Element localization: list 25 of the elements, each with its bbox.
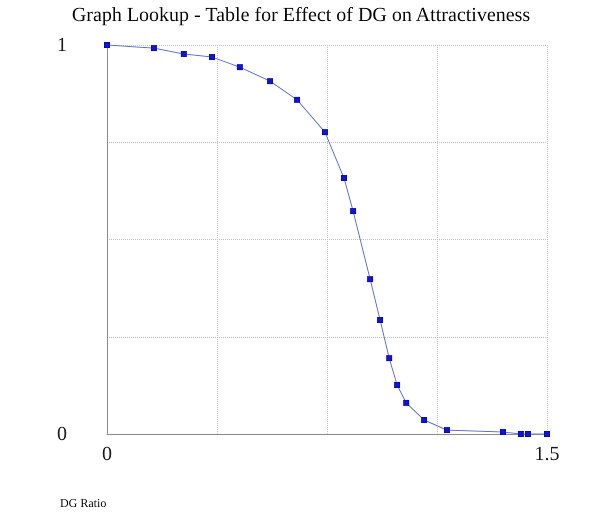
point <box>403 400 410 406</box>
point <box>341 175 348 182</box>
point <box>394 382 400 388</box>
point <box>209 54 216 60</box>
point <box>500 429 506 436</box>
point <box>377 317 384 324</box>
y-tick-label: 1 <box>57 34 67 56</box>
point <box>267 78 274 84</box>
point <box>444 427 450 434</box>
point <box>150 45 157 52</box>
point <box>544 431 550 437</box>
point <box>294 96 300 103</box>
chart-title: Graph Lookup - Table for Effect of DG on Attractiveness <box>72 4 530 26</box>
x-tick-label: 1.5 <box>534 443 560 465</box>
point <box>350 208 356 214</box>
point <box>524 431 531 437</box>
point <box>180 50 187 57</box>
point <box>236 64 243 70</box>
point <box>421 416 428 423</box>
point <box>104 42 110 48</box>
x-axis-title: DG Ratio <box>60 496 106 510</box>
point <box>367 276 374 282</box>
point <box>518 431 524 437</box>
point <box>322 129 328 136</box>
point <box>386 355 392 362</box>
